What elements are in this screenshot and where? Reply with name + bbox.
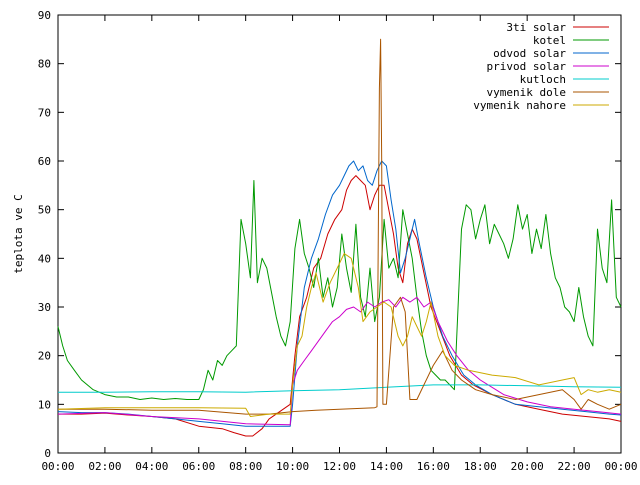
series-line-odvod-solar (57, 160, 622, 427)
series-line-3ti-solar (58, 175, 622, 437)
y-tick-label: 80 (38, 58, 51, 71)
series-line-vymenik-dole (58, 38, 622, 415)
x-tick-label: 18:00 (464, 460, 497, 473)
y-tick-label: 70 (38, 106, 51, 119)
x-tick-label: 04:00 (135, 460, 168, 473)
y-tick-label: 40 (38, 252, 51, 265)
legend-label: kutloch (520, 73, 566, 86)
x-tick-label: 12:00 (323, 460, 356, 473)
legend-label: 3ti solar (506, 21, 566, 34)
x-tick-label: 16:00 (417, 460, 450, 473)
y-axis: 0 10 20 30 40 50 60 70 80 90 (38, 9, 621, 460)
legend-label: odvod solar (493, 47, 566, 60)
series-line-privod-solar (57, 296, 622, 426)
x-tick-label: 02:00 (88, 460, 121, 473)
y-tick-label: 0 (44, 447, 51, 460)
x-tick-label: 10:00 (276, 460, 309, 473)
series-line-kutloch (58, 384, 622, 393)
x-axis: 00:00 02:00 04:00 06:00 08:00 10:00 12:00 14:00… (41, 15, 638, 473)
x-tick-label: 00:00 (41, 460, 74, 473)
x-tick-label: 20:00 (511, 460, 544, 473)
legend-label: kotel (533, 34, 566, 47)
y-axis-label: teplota ve C (12, 194, 25, 273)
y-tick-label: 60 (38, 155, 51, 168)
x-tick-label: 14:00 (370, 460, 403, 473)
legend-label: vymenik nahore (473, 99, 566, 112)
y-tick-label: 50 (38, 204, 51, 217)
x-tick-label: 08:00 (229, 460, 262, 473)
series-line-vymenik-nahore (57, 253, 622, 417)
x-tick-label: 06:00 (182, 460, 215, 473)
x-tick-label: 22:00 (558, 460, 591, 473)
y-tick-label: 10 (38, 398, 51, 411)
x-tick-label: 00:00 (604, 460, 637, 473)
series-line-kotel (57, 180, 622, 400)
y-tick-label: 30 (38, 301, 51, 314)
legend-label: vymenik dole (487, 86, 566, 99)
series-lines (57, 38, 622, 437)
y-tick-label: 90 (38, 9, 51, 22)
legend-label: privod solar (487, 60, 567, 73)
y-tick-label: 20 (38, 350, 51, 363)
